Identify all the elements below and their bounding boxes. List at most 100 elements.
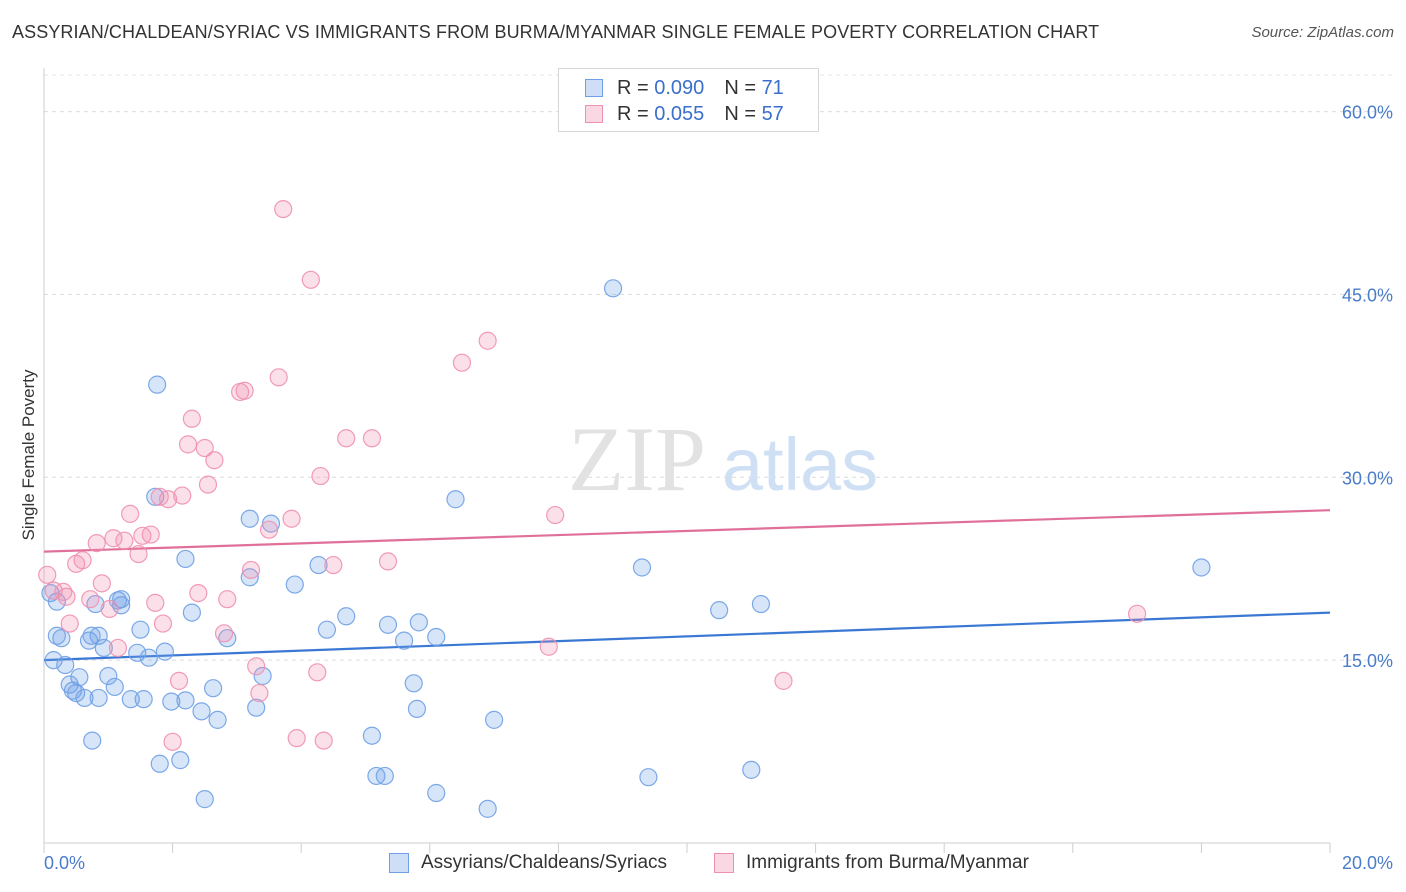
point-burma	[214, 624, 234, 643]
trend-line-burma	[43, 509, 1331, 553]
point-assyrians	[639, 768, 658, 787]
legend-n-value: 71	[761, 76, 784, 99]
point-burma	[121, 504, 140, 523]
legend-swatch-burma	[585, 105, 603, 123]
point-assyrians	[218, 629, 237, 648]
point-assyrians	[44, 651, 63, 670]
point-assyrians	[52, 629, 71, 648]
point-assyrians	[478, 799, 497, 818]
point-burma	[241, 560, 261, 580]
data-points	[38, 199, 1211, 818]
point-assyrians	[247, 698, 266, 717]
point-burma	[60, 614, 79, 633]
point-burma	[378, 552, 398, 571]
point-assyrians	[446, 490, 465, 509]
point-assyrians	[404, 674, 423, 693]
point-assyrians	[82, 626, 101, 645]
point-assyrians	[751, 594, 771, 614]
point-burma	[478, 331, 497, 350]
point-burma	[104, 529, 123, 548]
point-burma	[178, 435, 198, 454]
legend-r-label: R =	[617, 76, 649, 99]
legend-n-value: 57	[761, 102, 784, 125]
point-assyrians	[148, 375, 167, 394]
point-assyrians	[195, 790, 214, 809]
point-burma	[153, 614, 173, 633]
point-assyrians	[155, 642, 174, 661]
point-burma	[54, 582, 73, 601]
point-burma	[87, 534, 106, 553]
point-assyrians	[427, 783, 446, 803]
point-burma	[1127, 604, 1147, 623]
point-assyrians	[285, 575, 304, 594]
bottom-legend-swatch-assyrians	[389, 853, 409, 873]
correlation-legend: R = 0.090 N = 71 R = 0.055 N = 57	[558, 68, 819, 132]
point-burma	[539, 637, 558, 656]
point-assyrians	[83, 731, 102, 750]
bottom-legend-assyrians: Assyrians/Chaldeans/Syriacs	[389, 852, 667, 874]
point-burma	[287, 729, 306, 748]
point-assyrians	[208, 710, 227, 729]
point-burma	[158, 490, 178, 509]
point-assyrians	[378, 615, 398, 634]
point-assyrians	[603, 279, 623, 298]
point-burma	[337, 429, 356, 448]
point-assyrians	[317, 620, 337, 639]
point-assyrians	[99, 666, 118, 686]
point-burma	[115, 531, 134, 550]
point-burma	[311, 466, 330, 486]
bottom-legend-label: Immigrants from Burma/Myanmar	[746, 852, 1029, 873]
point-assyrians	[182, 603, 201, 622]
legend-r-value: 0.055	[654, 102, 705, 125]
point-assyrians	[89, 688, 108, 708]
y-tick-label: 15.0%	[1342, 651, 1393, 671]
point-assyrians	[128, 643, 147, 662]
legend-row-assyrians: R = 0.090 N = 71	[585, 76, 784, 100]
watermark-zip: ZIP	[568, 408, 706, 510]
point-assyrians	[192, 702, 211, 721]
point-assyrians	[485, 710, 504, 729]
legend-swatch-assyrians	[585, 79, 603, 97]
point-burma	[282, 509, 301, 528]
point-assyrians	[171, 751, 190, 770]
point-assyrians	[162, 692, 181, 711]
legend-r-value: 0.090	[654, 76, 705, 99]
chart-title: ASSYRIAN/CHALDEAN/SYRIAC VS IMMIGRANTS F…	[12, 22, 1100, 42]
point-assyrians	[75, 688, 94, 708]
point-assyrians	[240, 568, 259, 587]
point-burma	[324, 555, 343, 575]
point-assyrians	[56, 655, 75, 675]
point-burma	[546, 505, 565, 525]
point-burma	[274, 199, 293, 219]
legend-n-label: N =	[724, 102, 756, 125]
point-burma	[108, 638, 128, 658]
point-assyrians	[240, 509, 259, 528]
point-burma	[362, 429, 382, 448]
point-burma	[301, 270, 320, 289]
point-burma	[173, 486, 192, 505]
point-assyrians	[86, 594, 105, 614]
y-tick-label: 45.0%	[1342, 285, 1393, 305]
point-burma	[269, 368, 288, 387]
point-burma	[195, 438, 214, 458]
bottom-legend-burma: Immigrants from Burma/Myanmar	[714, 852, 1029, 874]
legend-row-burma: R = 0.055 N = 57	[585, 102, 784, 126]
point-burma	[141, 525, 160, 544]
point-assyrians	[375, 766, 394, 786]
point-assyrians	[742, 760, 761, 779]
legend-r-label: R =	[617, 102, 649, 125]
x-tick-label: 20.0%	[1342, 853, 1393, 873]
point-burma	[250, 683, 269, 703]
point-assyrians	[632, 558, 652, 577]
point-burma	[38, 565, 57, 584]
point-assyrians	[253, 666, 272, 686]
watermark-atlas: atlas	[722, 423, 878, 506]
y-tick-label: 30.0%	[1342, 468, 1393, 488]
point-assyrians	[47, 592, 66, 611]
point-assyrians	[407, 699, 427, 719]
source-label: Source: ZipAtlas.com	[1251, 24, 1394, 41]
point-burma	[92, 574, 111, 593]
bottom-legend-swatch-burma	[714, 853, 734, 873]
point-burma	[205, 451, 224, 470]
